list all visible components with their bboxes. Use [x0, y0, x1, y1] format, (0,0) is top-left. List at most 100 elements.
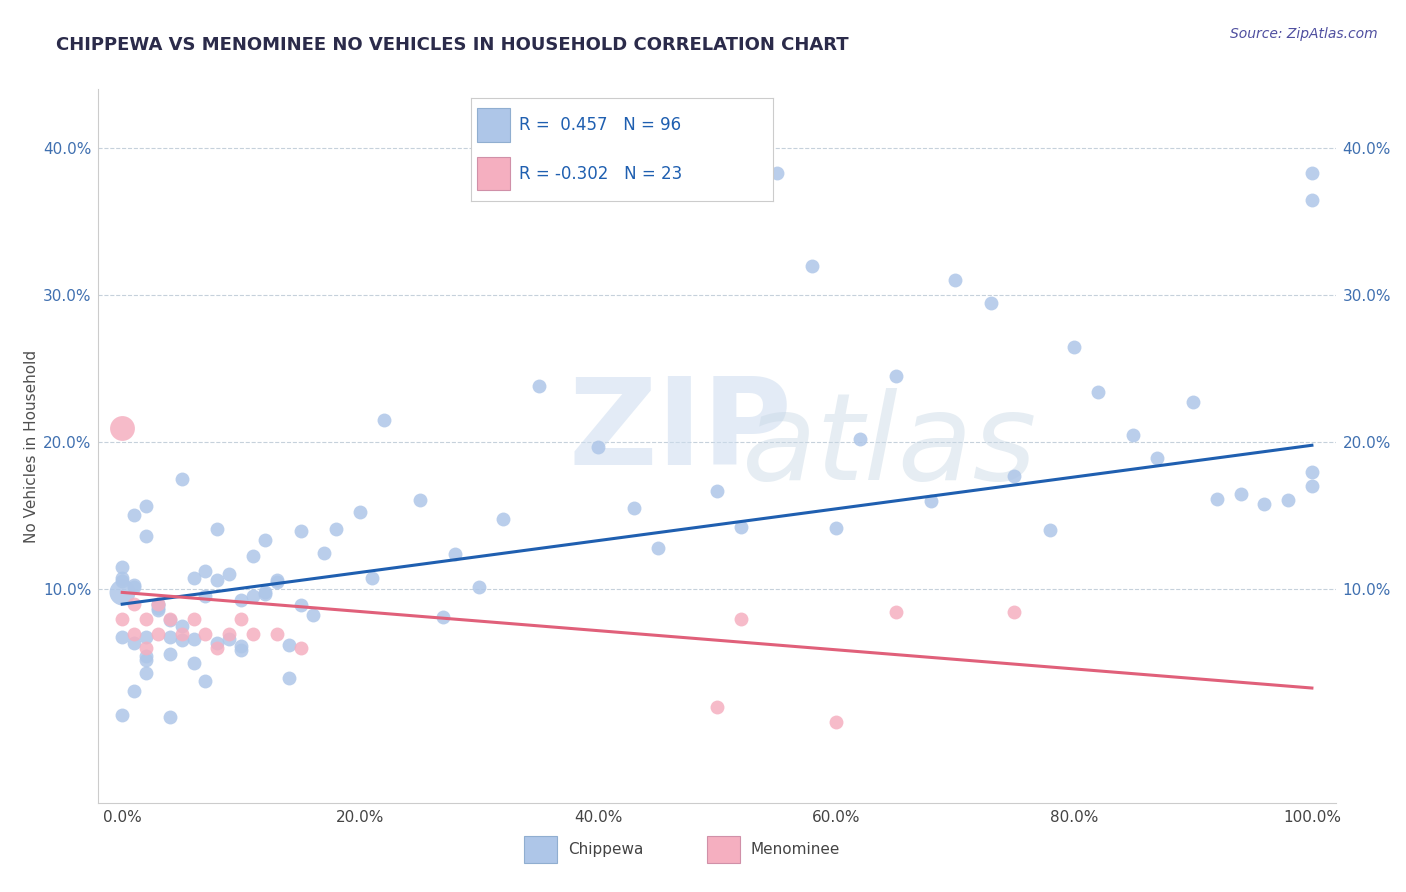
Point	[183, 571, 205, 585]
Point	[122, 626, 145, 640]
Point	[111, 571, 134, 585]
Point	[170, 626, 193, 640]
Point	[111, 560, 134, 574]
Point	[231, 642, 253, 657]
Point	[1004, 468, 1026, 483]
FancyBboxPatch shape	[477, 157, 510, 190]
Point	[135, 665, 157, 680]
Point	[122, 578, 145, 592]
Point	[231, 639, 253, 653]
Point	[122, 508, 145, 522]
Point	[207, 635, 229, 649]
Point	[146, 597, 169, 611]
Point	[884, 605, 907, 619]
Point	[849, 432, 872, 446]
Point	[183, 612, 205, 626]
Point	[122, 636, 145, 650]
Point	[111, 584, 134, 599]
Point	[266, 573, 288, 587]
Point	[122, 597, 145, 611]
Point	[647, 541, 669, 555]
Point	[170, 632, 193, 647]
Point	[444, 547, 467, 561]
Point	[1277, 493, 1299, 508]
Point	[825, 521, 848, 535]
Point	[432, 609, 454, 624]
Point	[242, 549, 264, 563]
Point	[373, 413, 395, 427]
Point	[111, 707, 134, 722]
Point	[290, 524, 312, 538]
Point	[242, 626, 264, 640]
Text: Menominee: Menominee	[751, 842, 839, 857]
Point	[825, 714, 848, 729]
Point	[135, 630, 157, 644]
Point	[884, 369, 907, 384]
Point	[277, 672, 299, 686]
Point	[146, 601, 169, 615]
Point	[1146, 450, 1168, 465]
Point	[111, 630, 134, 644]
Point	[349, 505, 371, 519]
Point	[146, 597, 169, 611]
Point	[706, 700, 728, 714]
Point	[1301, 166, 1323, 180]
FancyBboxPatch shape	[707, 836, 740, 863]
Point	[266, 575, 288, 590]
Point	[194, 626, 217, 640]
FancyBboxPatch shape	[524, 836, 557, 863]
Point	[1229, 486, 1251, 500]
Point	[231, 593, 253, 607]
Point	[146, 626, 169, 640]
Point	[277, 638, 299, 652]
Point	[159, 612, 181, 626]
Point	[1122, 428, 1144, 442]
Point	[159, 647, 181, 661]
Point	[146, 603, 169, 617]
Point	[194, 673, 217, 688]
Point	[730, 520, 752, 534]
Point	[146, 599, 169, 613]
Point	[194, 564, 217, 578]
Point	[122, 580, 145, 594]
Point	[1181, 394, 1204, 409]
Point	[943, 273, 966, 287]
Point	[122, 683, 145, 698]
Point	[183, 632, 205, 646]
Point	[253, 533, 276, 547]
Point	[135, 499, 157, 513]
Point	[207, 574, 229, 588]
Point	[135, 529, 157, 543]
Text: R =  0.457   N = 96: R = 0.457 N = 96	[519, 116, 682, 135]
Point	[290, 598, 312, 612]
Point	[492, 512, 515, 526]
Point	[253, 585, 276, 599]
Point	[170, 619, 193, 633]
Text: R = -0.302   N = 23: R = -0.302 N = 23	[519, 164, 683, 183]
Point	[290, 641, 312, 656]
Point	[218, 567, 240, 582]
Point	[301, 607, 323, 622]
Point	[135, 648, 157, 663]
Point	[159, 710, 181, 724]
Point	[135, 653, 157, 667]
Point	[135, 612, 157, 626]
Point	[207, 522, 229, 536]
Text: Chippewa: Chippewa	[568, 842, 643, 857]
Point	[920, 494, 942, 508]
Point	[170, 472, 193, 486]
Point	[586, 440, 609, 454]
Point	[314, 546, 336, 560]
Text: atlas: atlas	[742, 387, 1038, 505]
Point	[730, 612, 752, 626]
Y-axis label: No Vehicles in Household: No Vehicles in Household	[24, 350, 39, 542]
Point	[1301, 479, 1323, 493]
Point	[159, 613, 181, 627]
Point	[253, 586, 276, 600]
Point	[159, 630, 181, 644]
Text: Source: ZipAtlas.com: Source: ZipAtlas.com	[1230, 27, 1378, 41]
Point	[111, 574, 134, 589]
Point	[194, 589, 217, 603]
Point	[135, 641, 157, 656]
Point	[218, 626, 240, 640]
